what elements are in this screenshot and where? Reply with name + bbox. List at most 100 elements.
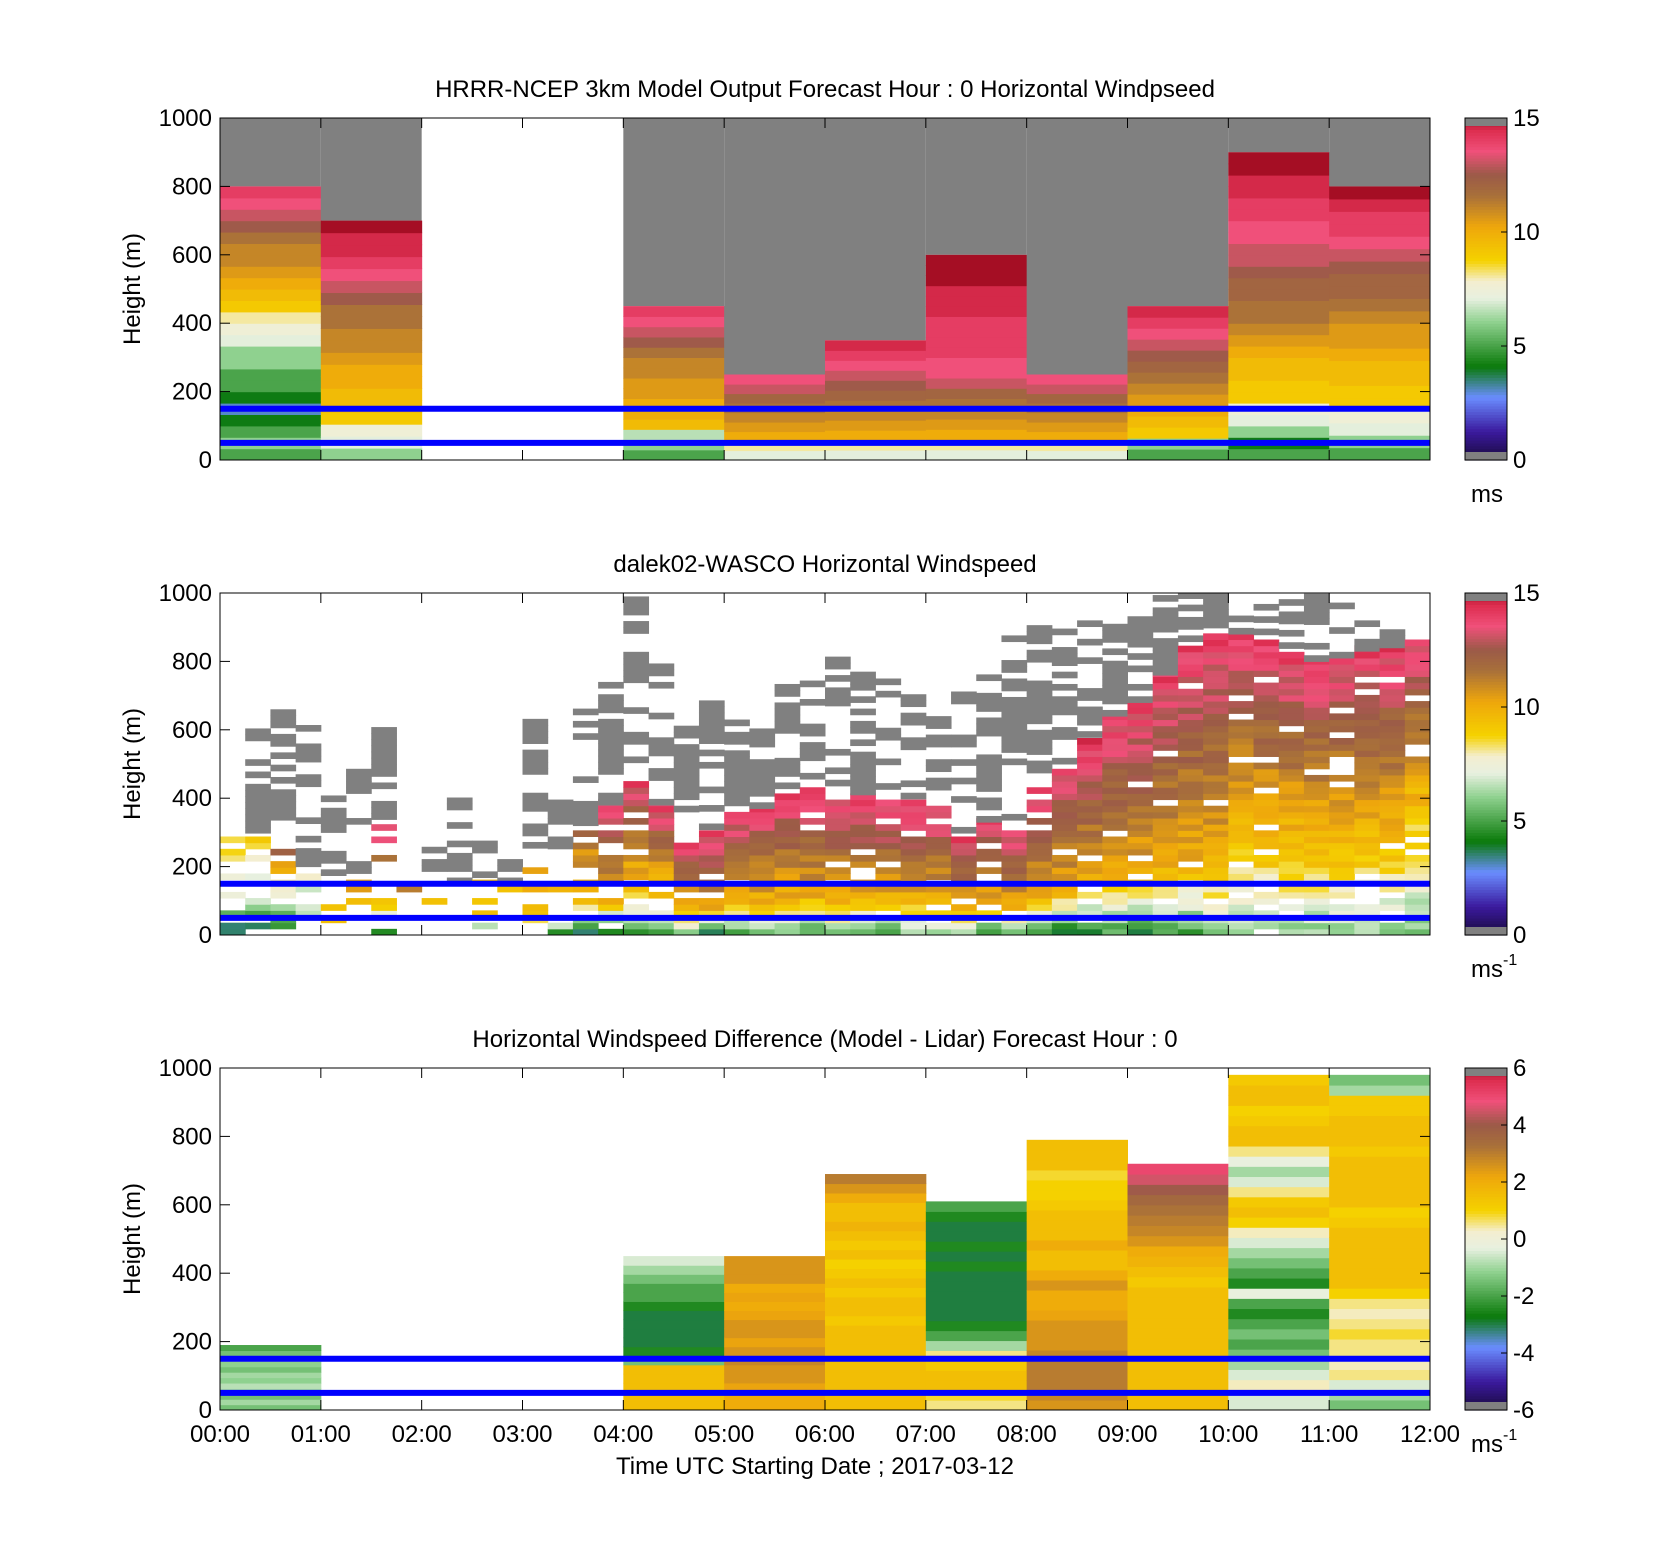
saturated-cell	[850, 671, 876, 679]
colorbar-swatch	[1465, 357, 1507, 361]
lidar-cell	[220, 922, 246, 930]
lidar-cell	[1253, 781, 1280, 788]
heatmap-cell	[1127, 1276, 1229, 1288]
lidar-cell	[648, 830, 675, 838]
lidar-cell	[1077, 928, 1103, 935]
lidar-cell	[547, 885, 574, 893]
lidar-cell	[1379, 651, 1406, 659]
colorbar-swatch	[1465, 852, 1507, 856]
colorbar-swatch	[1465, 612, 1507, 617]
heatmap-cell	[623, 429, 725, 441]
colorbar-swatch	[1465, 368, 1507, 373]
lidar-cell	[673, 873, 700, 881]
lidar-cell	[1379, 904, 1406, 911]
lidar-cell	[1278, 762, 1305, 770]
colorbar-swatch	[1465, 303, 1507, 307]
heatmap-cell	[623, 1301, 725, 1312]
colorbar-swatch	[1465, 869, 1507, 873]
y-axis-label: Height (m)	[119, 1183, 146, 1295]
saturated-cell	[1203, 621, 1229, 629]
lidar-cell	[1329, 719, 1355, 727]
lidar-cell	[724, 836, 750, 844]
colorbar-swatch	[1465, 652, 1507, 657]
lidar-cell	[1404, 787, 1430, 794]
lidar-cell	[1228, 645, 1255, 653]
saturated-cell	[320, 820, 347, 827]
lidar-cell	[698, 848, 725, 856]
heatmap-cell	[220, 197, 322, 210]
saturated-cell	[875, 727, 902, 735]
saturated-cell	[724, 768, 750, 776]
saturated-cell	[850, 770, 876, 777]
lidar-cell	[522, 885, 549, 893]
colorbar-swatch	[1465, 280, 1507, 284]
lidar-cell	[825, 842, 851, 850]
lidar-cell	[799, 910, 826, 918]
saturated-cell	[1077, 712, 1103, 720]
lidar-cell	[1379, 873, 1406, 881]
colorbar-swatch	[1465, 246, 1507, 250]
saturated-cell	[598, 731, 624, 738]
saturated-cell	[1001, 684, 1028, 692]
lidar-cell	[1253, 836, 1280, 844]
lidar-cell	[245, 910, 271, 918]
saturated-cell	[875, 690, 902, 698]
heatmap-cell	[1026, 450, 1128, 460]
heatmap-cell	[1026, 1249, 1128, 1261]
lidar-cell	[1177, 645, 1204, 653]
colorbar-swatch	[1465, 858, 1507, 862]
lidar-cell	[925, 830, 952, 838]
colorbar-swatch	[1465, 1142, 1507, 1146]
lidar-cell	[976, 885, 1002, 893]
lidar-cell	[1329, 682, 1355, 690]
saturated-cell	[850, 708, 876, 716]
saturated-cell	[371, 739, 397, 747]
heatmap-cell	[925, 1280, 1028, 1292]
saturated-cell	[1253, 628, 1280, 636]
colorbar-swatch	[1465, 866, 1507, 871]
lidar-cell	[1177, 793, 1204, 801]
lidar-cell	[1203, 707, 1229, 714]
colorbar-swatch	[1465, 1250, 1507, 1254]
colorbar-swatch	[1465, 1150, 1507, 1155]
lidar-cell	[472, 922, 498, 930]
colorbar-swatch	[1465, 334, 1507, 339]
lidar-cell	[749, 891, 776, 899]
lidar-cell	[1051, 910, 1078, 918]
saturated-cell	[1102, 679, 1128, 686]
colorbar-swatch	[1465, 1230, 1507, 1234]
lidar-cell	[1303, 830, 1330, 838]
lidar-cell	[270, 885, 297, 893]
heatmap-cell	[925, 418, 1028, 430]
colorbar-swatch	[1465, 1107, 1507, 1112]
lidar-cell	[825, 818, 851, 825]
lidar-cell	[1303, 904, 1330, 911]
lidar-cell	[572, 904, 599, 911]
lidar-cell	[1177, 787, 1204, 794]
lidar-cell	[1329, 854, 1355, 862]
saturated-cell	[598, 700, 624, 708]
saturated-cell	[320, 826, 347, 833]
colorbar-swatch	[1465, 237, 1507, 242]
colorbar-swatch	[1465, 712, 1507, 717]
colorbar-swatch	[1465, 1130, 1507, 1135]
colorbar-swatch	[1465, 1113, 1507, 1118]
lidar-cell	[1177, 824, 1204, 831]
heatmap-cell	[1329, 1166, 1430, 1178]
heatmap-cell	[320, 244, 423, 258]
lidar-cell	[1303, 805, 1330, 813]
colorbar-swatch	[1465, 658, 1507, 662]
lidar-cell	[1278, 904, 1305, 911]
lidar-cell	[598, 910, 624, 918]
lidar-cell	[472, 910, 498, 918]
lidar-cell	[1203, 682, 1229, 690]
saturated-cell	[1051, 702, 1078, 710]
saturated-cell	[1051, 757, 1078, 765]
heatmap-cell	[1127, 1317, 1229, 1329]
colorbar-swatch	[1465, 803, 1507, 808]
lidar-cell	[774, 848, 801, 856]
saturated-cell	[774, 714, 801, 722]
saturated-cell	[799, 772, 826, 780]
colorbar-swatch	[1465, 789, 1507, 794]
saturated-cell	[724, 756, 750, 764]
